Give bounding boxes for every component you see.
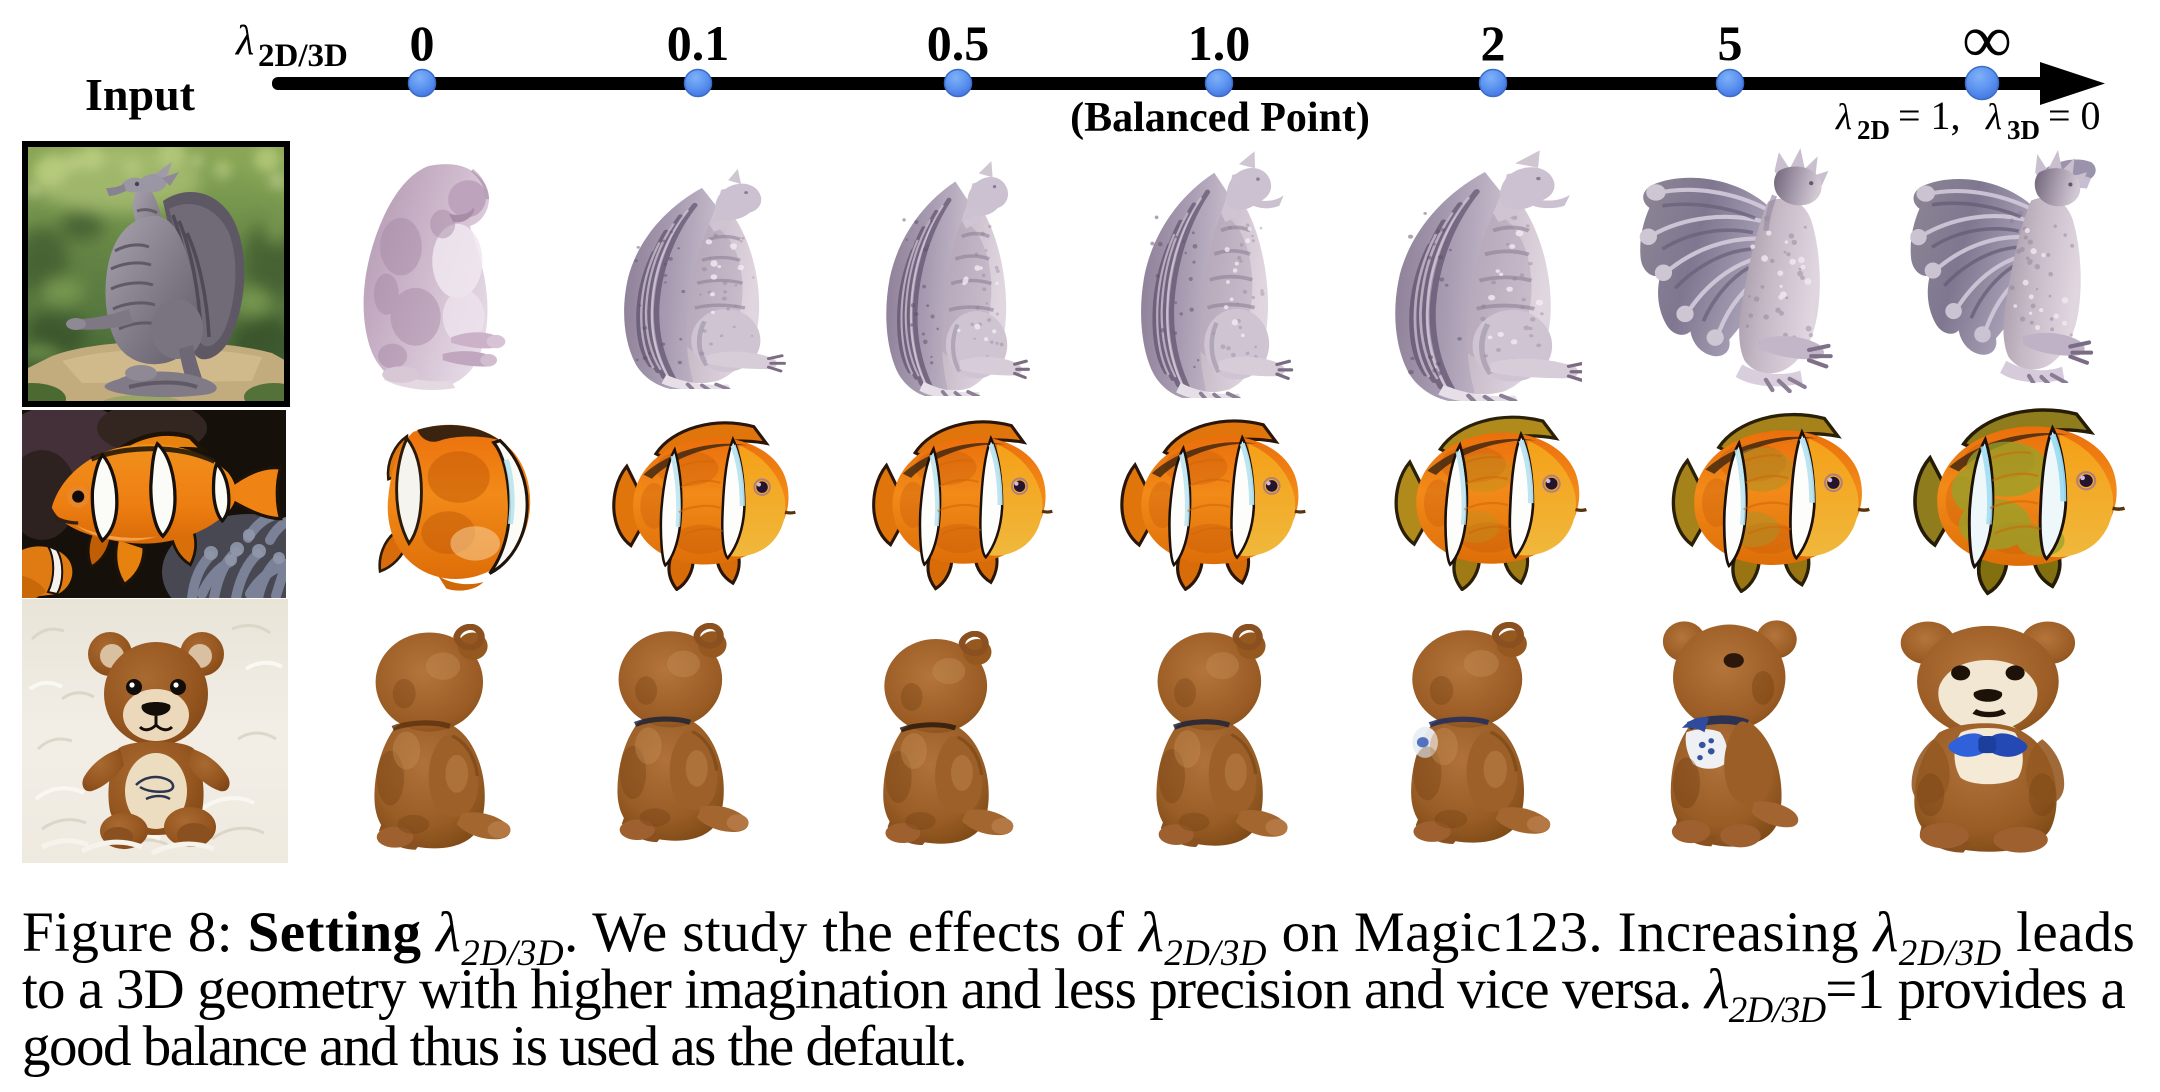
svg-text:0.5: 0.5: [927, 15, 990, 71]
svg-text:∞: ∞: [1963, 1, 2011, 77]
svg-text:Input: Input: [85, 69, 196, 120]
svg-text:(Balanced Point): (Balanced Point): [1070, 95, 1370, 141]
svg-text:0: 0: [410, 15, 435, 71]
svg-text:1.0: 1.0: [1188, 15, 1251, 71]
svg-text:= 1,: = 1,: [1898, 93, 1961, 138]
svg-text:2D: 2D: [1857, 115, 1890, 145]
svg-text:2D/3D: 2D/3D: [258, 38, 348, 74]
svg-text:5: 5: [1718, 15, 1743, 71]
svg-text:0.1: 0.1: [667, 15, 730, 71]
svg-text:λ: λ: [1835, 97, 1852, 138]
svg-text:= 0: = 0: [2048, 93, 2101, 138]
svg-text:3D: 3D: [2007, 115, 2040, 145]
svg-text:λ: λ: [1985, 97, 2002, 138]
svg-text:λ: λ: [234, 18, 254, 64]
svg-text:2: 2: [1481, 15, 1506, 71]
